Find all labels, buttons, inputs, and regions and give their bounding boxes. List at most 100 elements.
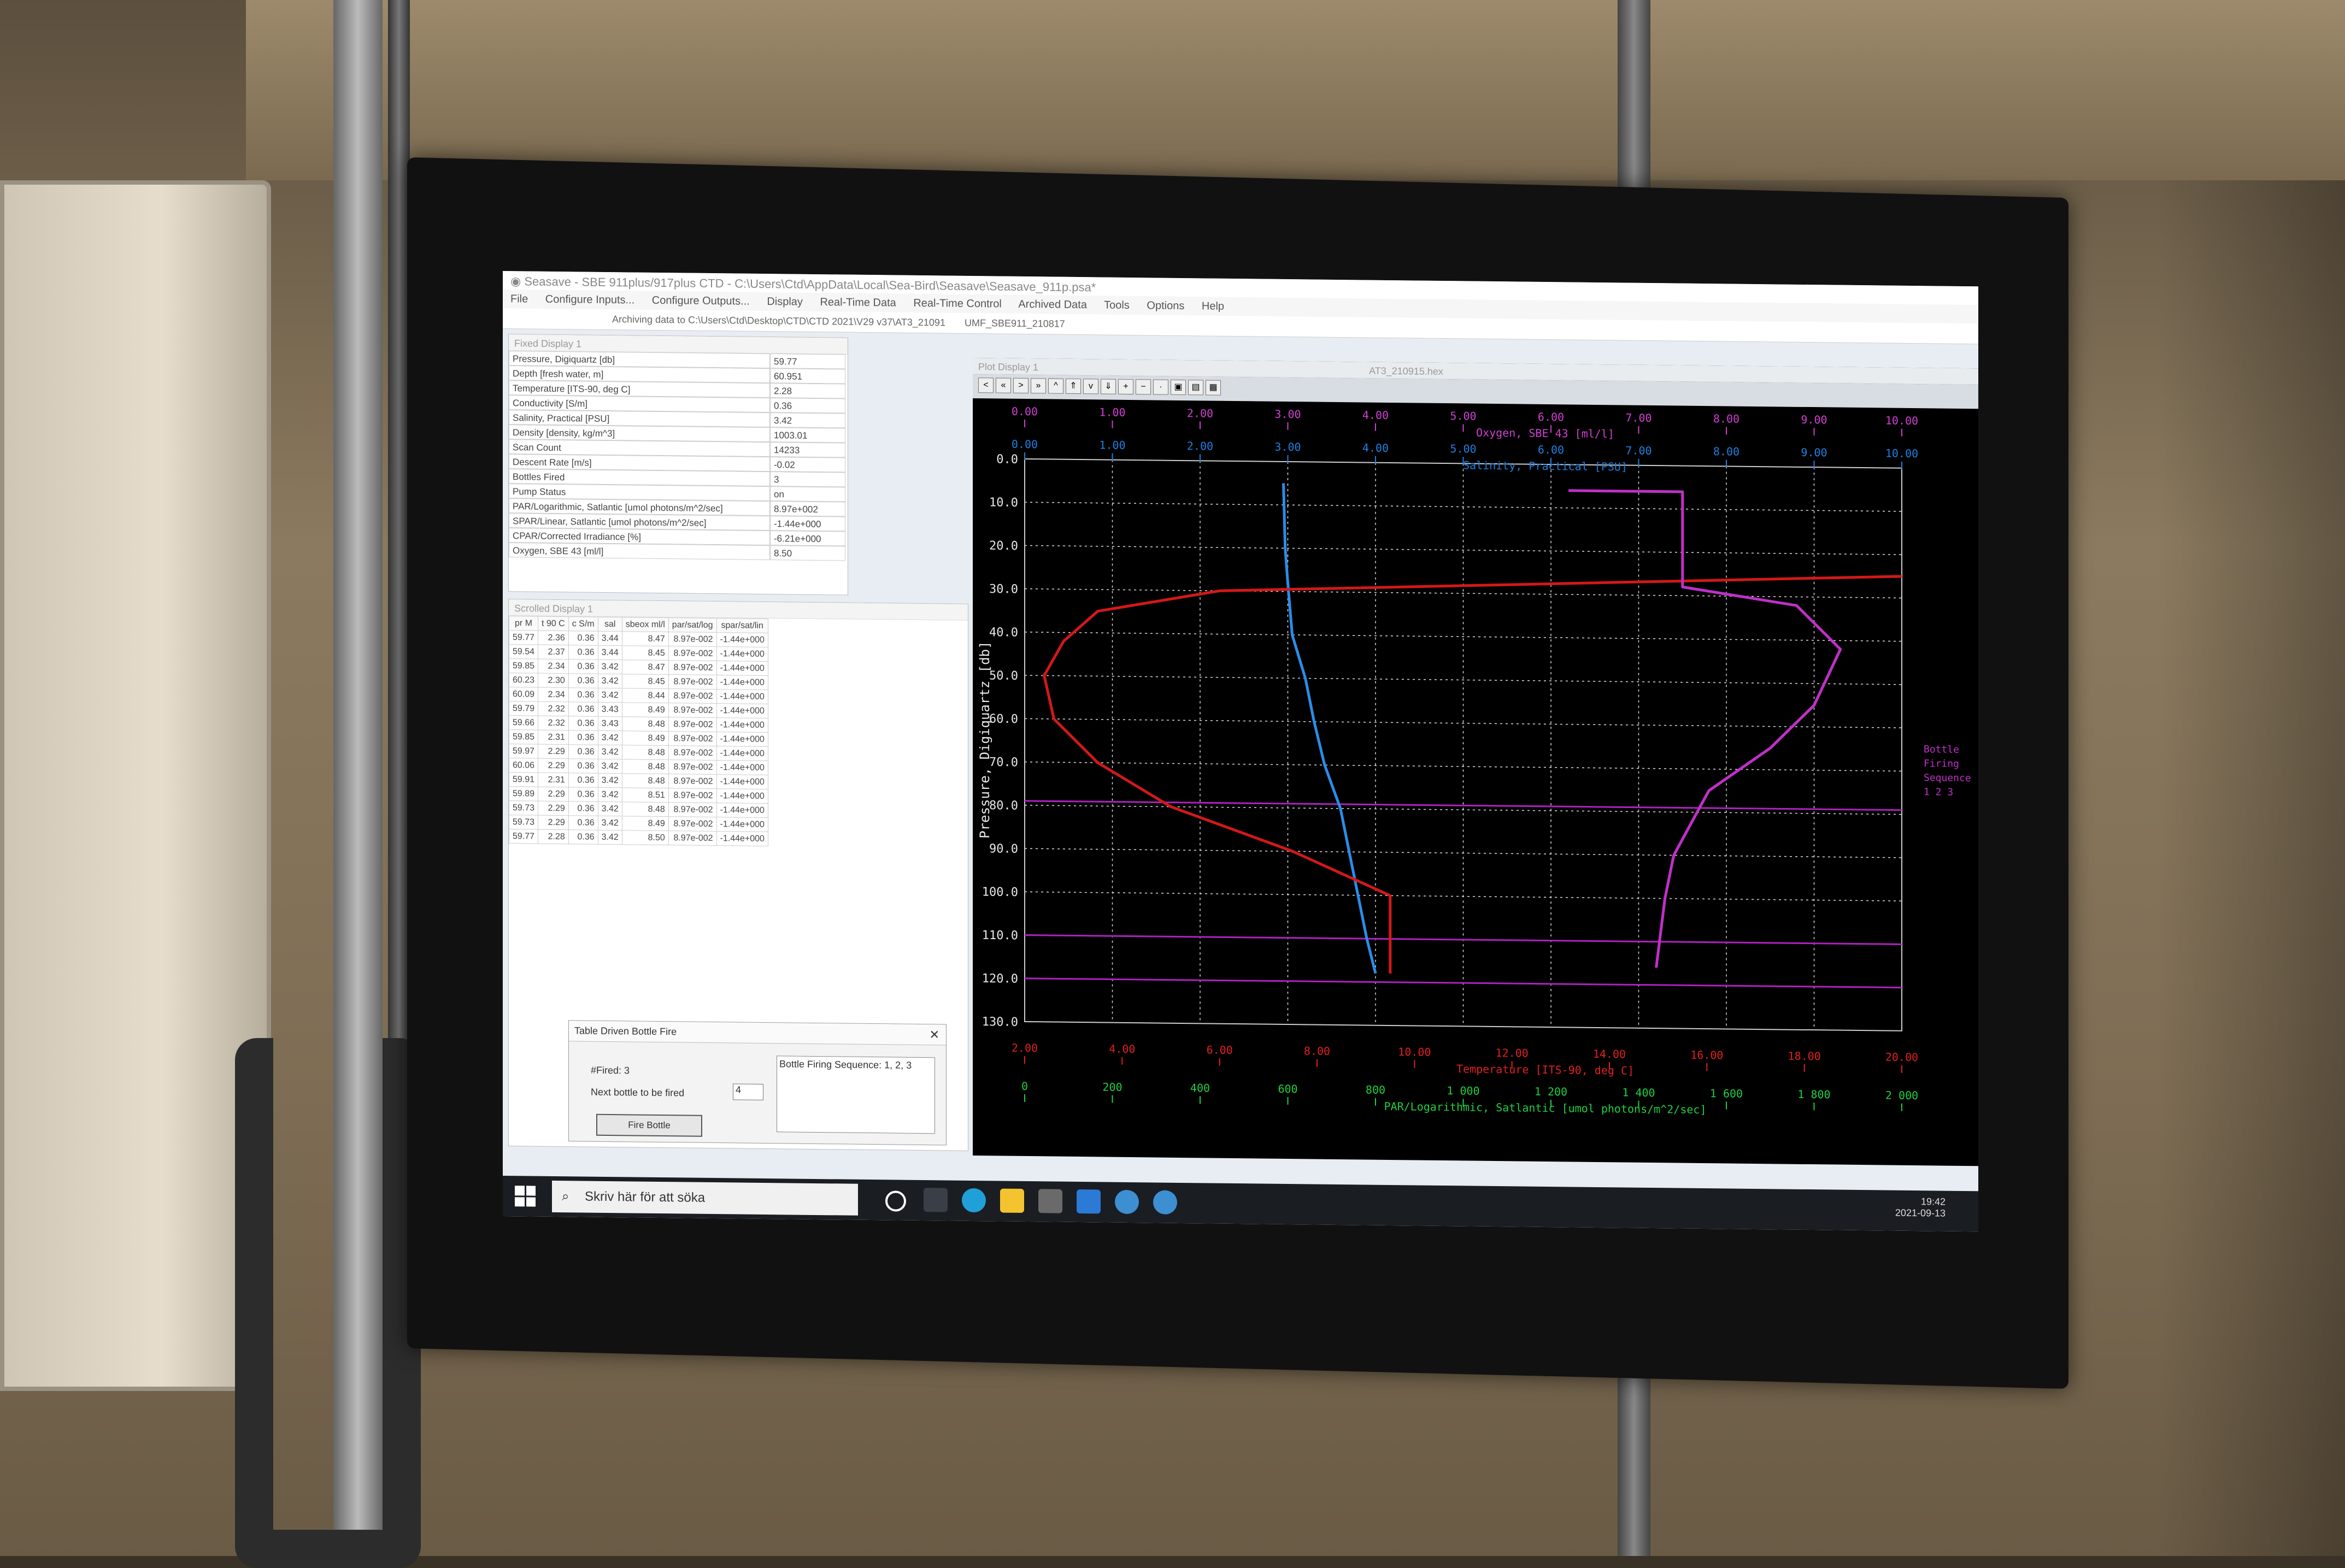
table-cell: 3.42: [598, 688, 622, 703]
axis-tick-label: 16.00: [1690, 1048, 1723, 1062]
mail-icon[interactable]: [1077, 1189, 1101, 1214]
y-tick-label: 100.0: [982, 885, 1018, 899]
next-bottle-label: Next bottle to be fired: [591, 1086, 685, 1099]
fixed-row-value: 8.97e+002: [770, 501, 845, 517]
archive-file: UMF_SBE911_210817: [964, 317, 1065, 329]
grid-line: [1025, 761, 1902, 772]
windows-start-icon[interactable]: [515, 1186, 536, 1207]
axis-title: Temperature [ITS-90, deg C]: [1456, 1062, 1634, 1077]
menu-help[interactable]: Help: [1201, 300, 1225, 313]
fixed-row-value: -0.02: [770, 457, 845, 473]
store-icon[interactable]: [1038, 1189, 1062, 1213]
table-cell: 2.34: [538, 659, 569, 674]
menu-configure-outputs[interactable]: Configure Outputs...: [651, 294, 750, 308]
plot-tool-button[interactable]: ⇑: [1066, 378, 1081, 394]
series-line: [1282, 483, 1377, 974]
table-cell: 8.48: [622, 773, 669, 788]
table-cell: 59.77: [509, 829, 538, 844]
table-cell: 0.36: [568, 815, 598, 830]
axis-tick-label: 200: [1102, 1080, 1122, 1093]
table-cell: 59.77: [509, 630, 538, 645]
clock[interactable]: 19:42 2021-09-13: [1895, 1196, 1946, 1219]
file-explorer-icon[interactable]: [1000, 1188, 1024, 1213]
column-header: sbeox ml/l: [622, 617, 669, 632]
table-cell: 8.45: [622, 674, 669, 689]
fixed-row-value: -1.44e+000: [770, 516, 845, 532]
plot-tool-button[interactable]: <: [978, 378, 994, 393]
table-cell: 0.36: [568, 645, 598, 660]
axis-tick-label: 8.00: [1304, 1044, 1330, 1058]
y-tick-label: 60.0: [989, 712, 1018, 727]
seasave-icon[interactable]: [1115, 1189, 1139, 1215]
table-cell: 2.29: [538, 801, 569, 816]
fixed-row-value: on: [770, 486, 845, 502]
close-icon[interactable]: ✕: [929, 1028, 939, 1042]
axis-tick-label: 1.00: [1099, 438, 1125, 452]
task-view-icon[interactable]: [924, 1188, 948, 1212]
axis-title: PAR/Logarithmic, Satlantic [umol photons…: [1384, 1100, 1707, 1116]
plot-tool-button[interactable]: −: [1136, 379, 1151, 395]
axis-tick-label: 10.00: [1885, 446, 1918, 460]
axis-tick-label: 7.00: [1625, 411, 1652, 425]
axis-tick-label: 9.00: [1801, 413, 1827, 427]
menu-options[interactable]: Options: [1147, 299, 1185, 313]
cortana-icon[interactable]: [885, 1190, 906, 1212]
column-header: pr M: [509, 616, 538, 631]
table-cell: 8.48: [622, 759, 669, 774]
plot-tool-button[interactable]: +: [1118, 379, 1133, 395]
axis-tick-label: 2.00: [1187, 439, 1213, 453]
menu-archived-data[interactable]: Archived Data: [1018, 298, 1087, 311]
plot-tool-button[interactable]: ▣: [1171, 379, 1186, 396]
seasave-icon-2[interactable]: [1153, 1190, 1177, 1215]
table-cell: 8.45: [622, 645, 669, 661]
axis-tick-label: 800: [1366, 1083, 1385, 1097]
edge-icon[interactable]: [962, 1188, 986, 1213]
plot-tool-button[interactable]: «: [996, 378, 1011, 393]
fired-count: #Fired: 3: [591, 1064, 630, 1076]
menu-file[interactable]: File: [510, 293, 528, 305]
plot-tool-button[interactable]: ^: [1048, 378, 1063, 394]
plot-tool-button[interactable]: ▤: [1188, 380, 1203, 396]
table-cell: 8.97e-002: [668, 830, 717, 846]
menu-real-time-control[interactable]: Real-Time Control: [913, 297, 1002, 310]
axis-tick-label: 12.00: [1496, 1046, 1529, 1060]
electrical-box: [0, 180, 271, 1391]
axis-tick-label: 10.00: [1398, 1045, 1431, 1059]
table-cell: 0.36: [568, 659, 598, 674]
column-header: c S/m: [568, 616, 598, 632]
table-cell: -1.44e+000: [716, 788, 768, 804]
table-cell: 8.49: [622, 730, 669, 746]
menu-real-time-data[interactable]: Real-Time Data: [820, 296, 896, 309]
plot-tool-button[interactable]: ⇓: [1101, 379, 1116, 394]
fixed-row-value: -6.21e+000: [770, 530, 845, 546]
grid-line: [1025, 891, 1902, 901]
axis-tick-label: 8.00: [1713, 445, 1739, 458]
table-cell: 2.31: [538, 730, 569, 745]
bottle-fire-line: [1025, 977, 1902, 989]
plot-tool-button[interactable]: »: [1031, 378, 1046, 394]
taskbar-search[interactable]: ⌕ Skriv här för att söka: [552, 1180, 858, 1216]
plot-tool-button[interactable]: v: [1083, 379, 1098, 394]
axis-tick-label: 6.00: [1538, 443, 1564, 457]
fire-bottle-button[interactable]: Fire Bottle: [596, 1113, 702, 1137]
table-cell: 8.44: [622, 688, 669, 703]
menu-display[interactable]: Display: [767, 296, 803, 308]
table-cell: 8.48: [622, 745, 669, 760]
axis-tick-label: 14.00: [1593, 1047, 1626, 1061]
table-cell: 8.48: [622, 716, 669, 732]
menu-configure-inputs[interactable]: Configure Inputs...: [545, 293, 635, 306]
table-cell: 2.30: [538, 673, 569, 688]
plot-tool-button[interactable]: ·: [1153, 379, 1168, 395]
y-tick-label: 50.0: [989, 669, 1018, 683]
axis-tick-label: 5.00: [1450, 442, 1476, 456]
table-cell: 3.42: [598, 659, 622, 674]
plot-tool-button[interactable]: >: [1013, 378, 1028, 394]
menu-tools[interactable]: Tools: [1104, 299, 1130, 311]
next-bottle-input[interactable]: 4: [733, 1083, 763, 1100]
table-cell: 8.97e-002: [668, 717, 717, 732]
table-cell: 59.91: [509, 772, 538, 787]
table-cell: 2.29: [538, 744, 569, 759]
table-cell: 8.97e-002: [668, 632, 717, 647]
plot-tool-button[interactable]: ▦: [1206, 380, 1221, 396]
grid-line: [1025, 848, 1902, 858]
